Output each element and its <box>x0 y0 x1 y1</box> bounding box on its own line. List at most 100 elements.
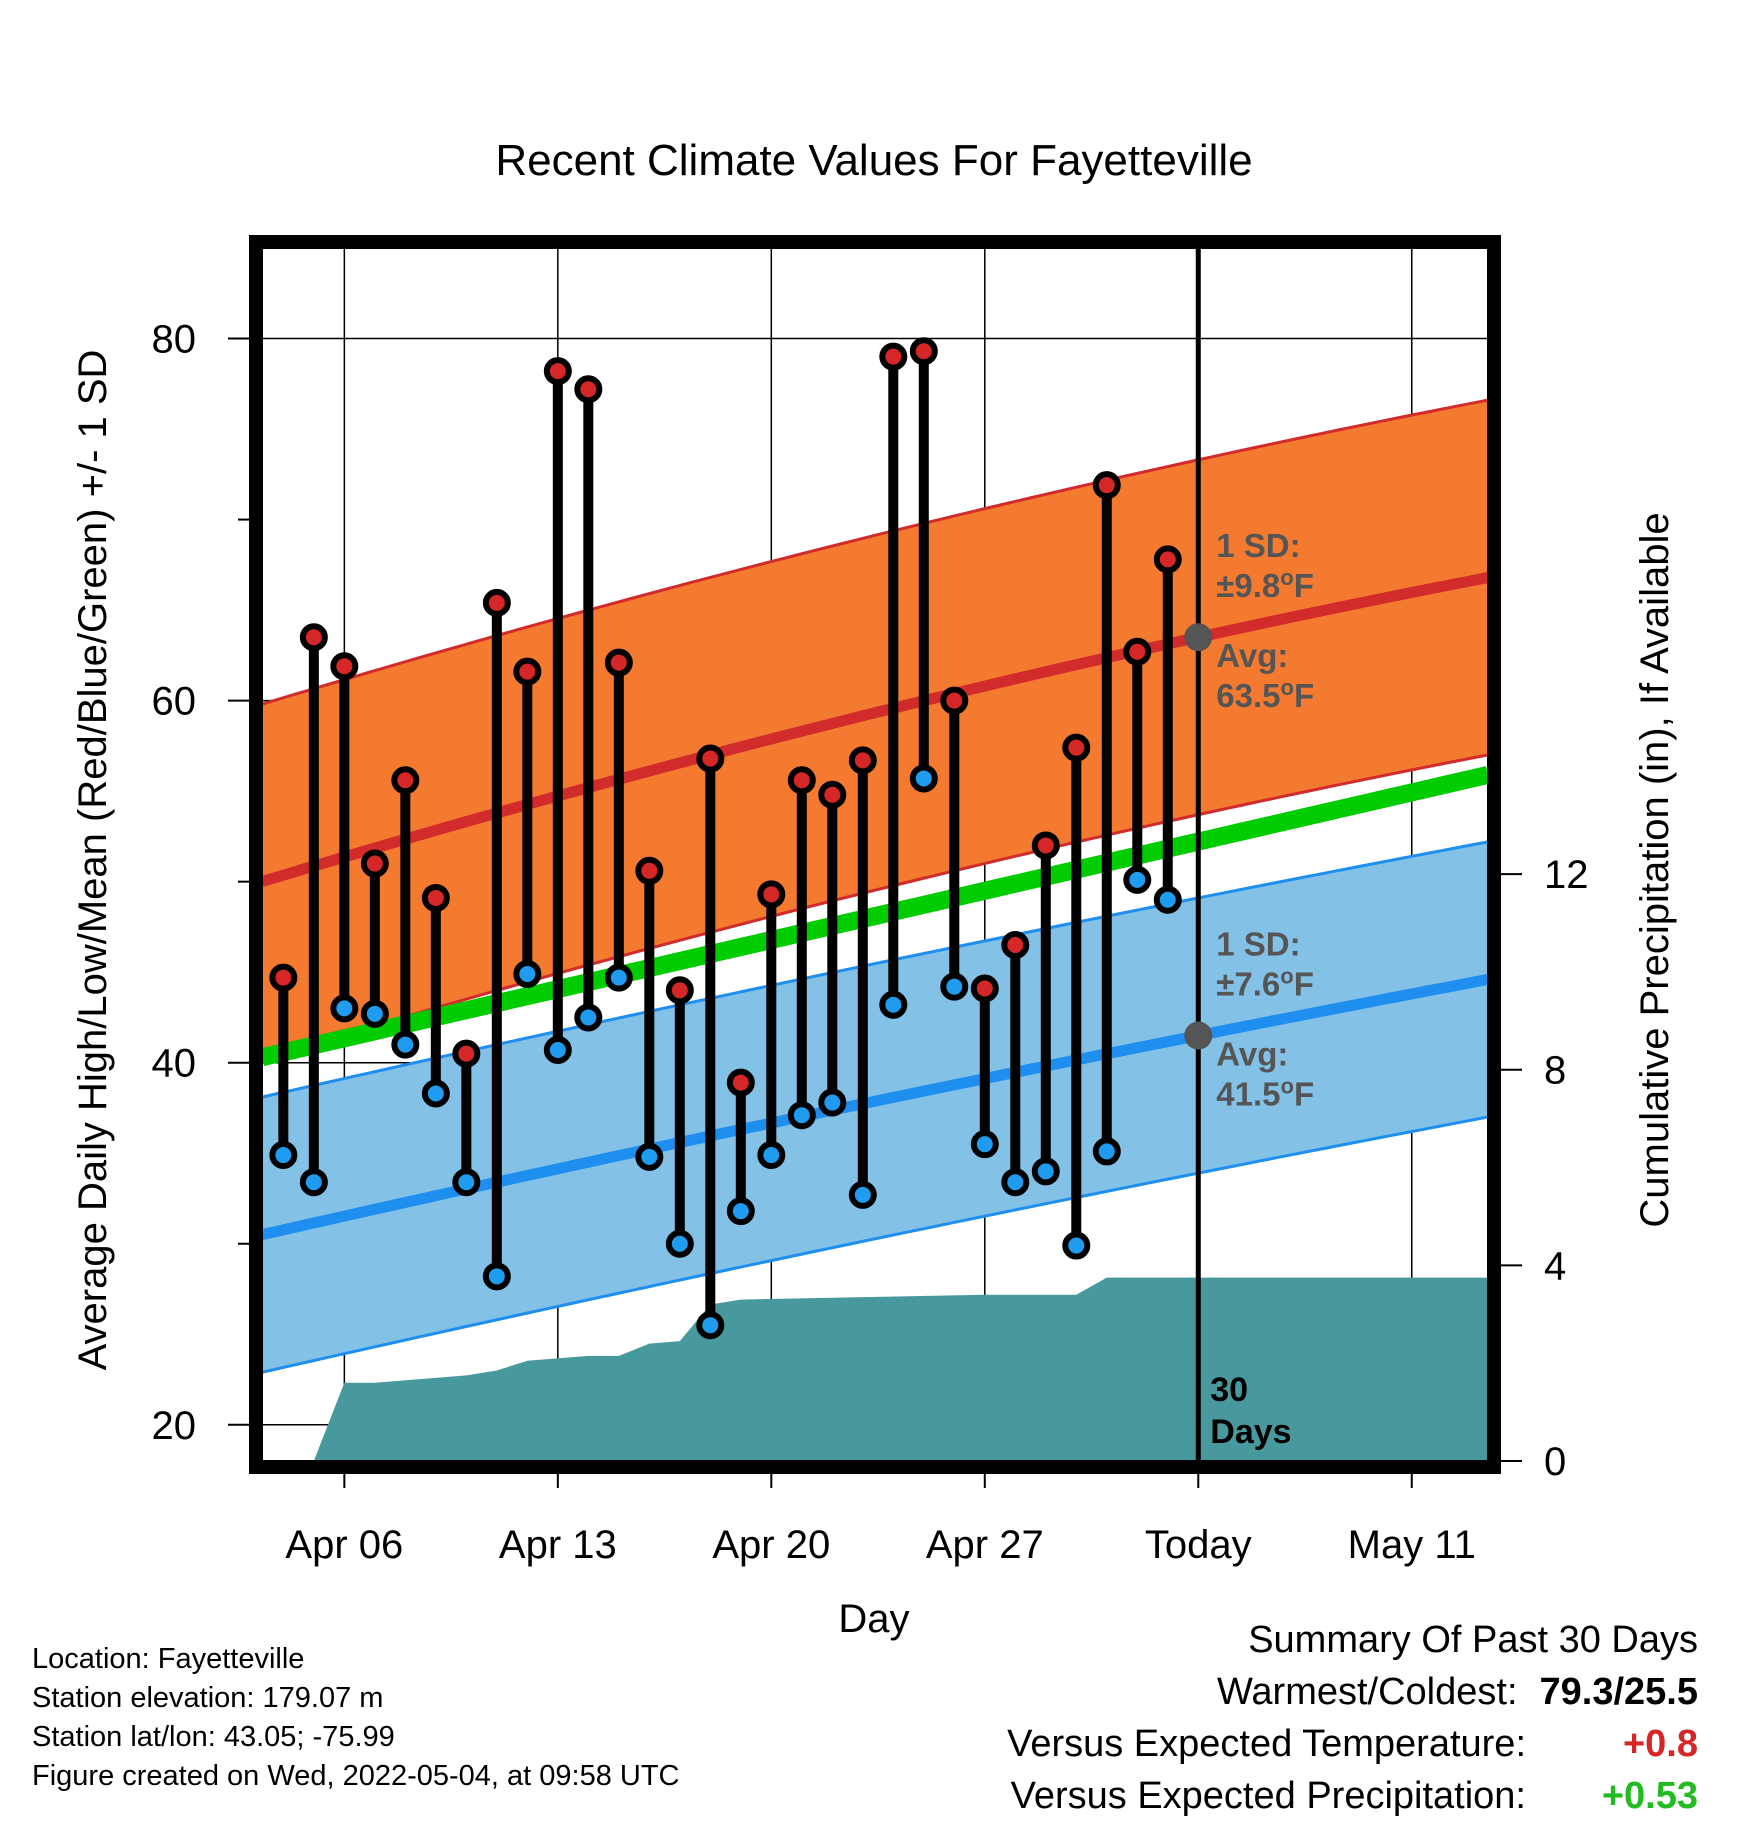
daily-high-point <box>604 648 633 677</box>
temp-label: Versus Expected Temperature: <box>1007 1723 1526 1765</box>
low-avg-label: Avg: <box>1216 1036 1288 1073</box>
latlon-text: Station lat/lon: 43.05; -75.99 <box>32 1721 395 1753</box>
temp-value: +0.8 <box>1622 1723 1698 1765</box>
daily-high-point <box>543 357 572 386</box>
low-normal-band-lower-edge <box>262 1115 1488 1374</box>
plot-frame <box>249 235 1501 1474</box>
daily-high-point <box>635 856 664 885</box>
warmest-label: Warmest/Coldest: <box>1216 1671 1518 1713</box>
daily-low-point <box>1062 1231 1091 1260</box>
daily-high-point <box>452 1039 481 1068</box>
x-tick-label: Apr 20 <box>712 1523 830 1567</box>
summary-panel: Summary Of Past 30 Days Warmest/Coldest:… <box>1007 1614 1698 1822</box>
summary-temp-row: Versus Expected Temperature: +0.8 <box>1007 1718 1698 1770</box>
x-tick-label: Apr 27 <box>926 1523 1044 1567</box>
station-info: Location: Fayetteville Station elevation… <box>32 1640 680 1796</box>
daily-low-point <box>391 1030 420 1059</box>
daily-high-point <box>513 657 542 686</box>
y-tick-label: 60 <box>152 680 197 724</box>
daily-low-point <box>1123 865 1152 894</box>
high-avg-value: 63.5oF <box>1216 675 1314 714</box>
daily-high-point <box>970 974 999 1003</box>
daily-low-point <box>1001 1168 1030 1197</box>
mean-normal-line <box>262 766 1488 1067</box>
daily-low-point <box>299 1168 328 1197</box>
daily-low-point <box>513 959 542 988</box>
today-high-avg-marker <box>1184 623 1213 652</box>
elevation-text: Station elevation: 179.07 m <box>32 1682 384 1714</box>
daily-low-point <box>1092 1137 1121 1166</box>
daily-low-point <box>940 972 969 1001</box>
daily-low-point <box>848 1180 877 1209</box>
daily-high-point <box>818 780 847 809</box>
high-normal-line <box>262 572 1488 887</box>
daily-high-point <box>940 686 969 715</box>
daily-low-point <box>970 1130 999 1159</box>
daily-low-point <box>330 994 359 1023</box>
daily-high-point <box>330 652 359 681</box>
summary-heading: Summary Of Past 30 Days <box>1248 1619 1698 1661</box>
low-sd-label: 1 SD: <box>1216 926 1300 963</box>
daily-low-point <box>360 999 389 1028</box>
daily-low-point <box>757 1141 786 1170</box>
y-tick-label: 40 <box>152 1042 197 1086</box>
daily-low-point <box>1031 1157 1060 1186</box>
daily-high-point <box>421 883 450 912</box>
daily-high-point <box>848 746 877 775</box>
created-text: Figure created on Wed, 2022-05-04, at 09… <box>32 1760 680 1792</box>
daily-low-point <box>269 1141 298 1170</box>
daily-low-point <box>543 1036 572 1065</box>
x-tick-label: May 11 <box>1348 1523 1476 1567</box>
low-avg-value: 41.5oF <box>1216 1074 1314 1113</box>
x-tick-label: Apr 13 <box>499 1523 617 1567</box>
daily-high-point <box>1031 831 1060 860</box>
days-label-line1: 30 <box>1210 1371 1248 1409</box>
daily-high-point <box>391 766 420 795</box>
daily-high-point <box>696 744 725 773</box>
daily-low-point <box>665 1229 694 1258</box>
daily-high-point <box>1153 545 1182 574</box>
daily-high-point <box>879 342 908 371</box>
daily-low-point <box>604 963 633 992</box>
precip-value: +0.53 <box>1601 1775 1698 1817</box>
chart-title: Recent Climate Values For Fayetteville <box>495 136 1252 185</box>
daily-low-point <box>909 764 938 793</box>
precip-label: Versus Expected Precipitation: <box>1010 1775 1526 1817</box>
daily-high-point <box>269 963 298 992</box>
x-tick-label: Today <box>1145 1523 1252 1567</box>
daily-high-point <box>1092 471 1121 500</box>
daily-low-point <box>818 1088 847 1117</box>
y-tick-label: 20 <box>152 1404 197 1448</box>
y-tick-label: 80 <box>152 318 197 362</box>
daily-high-point <box>909 337 938 366</box>
high-normal-band <box>262 400 1488 1060</box>
low-sd-value: ±7.6oF <box>1216 964 1314 1003</box>
daily-low-point <box>726 1197 755 1226</box>
daily-high-point <box>787 766 816 795</box>
warmest-value: 79.3/25.5 <box>1539 1671 1698 1713</box>
daily-low-point <box>1153 885 1182 914</box>
x-axis-label: Day <box>838 1597 909 1641</box>
precip-area <box>313 1277 1488 1461</box>
daily-high-point <box>360 849 389 878</box>
daily-high-point <box>299 623 328 652</box>
daily-low-point <box>452 1168 481 1197</box>
y2-tick-label: 0 <box>1544 1440 1566 1484</box>
high-avg-label: Avg: <box>1216 637 1288 674</box>
daily-high-point <box>1123 637 1152 666</box>
high-normal-band-lower-edge <box>262 753 1488 1061</box>
daily-low-point <box>421 1079 450 1108</box>
high-sd-label: 1 SD: <box>1216 527 1300 564</box>
daily-low-point <box>696 1311 725 1340</box>
daily-high-point <box>482 588 511 617</box>
today-low-avg-marker <box>1184 1021 1213 1050</box>
daily-high-point <box>757 880 786 909</box>
daily-low-point <box>635 1142 664 1171</box>
summary-precip-row: Versus Expected Precipitation: +0.53 <box>1007 1770 1698 1822</box>
y2-tick-label: 12 <box>1544 853 1589 897</box>
daily-low-point <box>482 1262 511 1291</box>
y2-tick-label: 4 <box>1544 1244 1566 1288</box>
daily-low-point <box>574 1003 603 1032</box>
high-sd-value: ±9.8oF <box>1216 565 1314 604</box>
